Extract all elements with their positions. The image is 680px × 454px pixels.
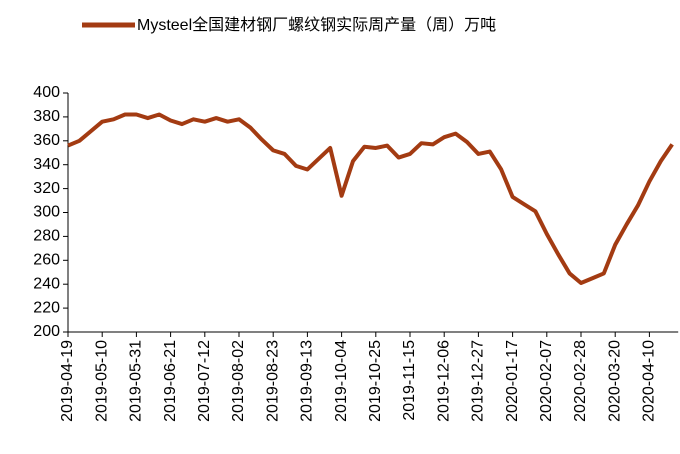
x-tick-label: 2019-12-27 bbox=[470, 340, 487, 422]
y-tick-label: 200 bbox=[33, 323, 60, 340]
x-tick-label: 2020-04-10 bbox=[641, 340, 658, 422]
x-tick-label: 2019-09-13 bbox=[299, 340, 316, 422]
y-tick-label: 320 bbox=[33, 180, 60, 197]
y-tick-label: 240 bbox=[33, 275, 60, 292]
line bbox=[67, 112, 674, 286]
y-tick-label: 220 bbox=[33, 299, 60, 316]
y-tick-label: 340 bbox=[33, 156, 60, 173]
y-tick-label: 360 bbox=[33, 132, 60, 149]
x-tick-label: 2020-03-20 bbox=[606, 340, 623, 422]
x-tick-label: 2020-02-28 bbox=[572, 340, 589, 422]
x-tick-label: 2019-05-31 bbox=[128, 340, 145, 422]
x-tick-label: 2019-12-06 bbox=[435, 340, 452, 422]
x-tick-label: 2019-08-02 bbox=[230, 340, 247, 422]
x-tick-label: 2019-11-15 bbox=[401, 340, 418, 421]
x-tick-label: 2019-06-21 bbox=[162, 340, 179, 422]
y-tick-label: 380 bbox=[33, 108, 60, 125]
legend-label: Mysteel全国建材钢厂螺纹钢实际周产量（周）万吨 bbox=[137, 16, 496, 34]
y-tick-label: 260 bbox=[33, 252, 60, 269]
y-tick-label: 400 bbox=[33, 84, 60, 101]
x-tick-label: 2019-08-23 bbox=[264, 340, 281, 422]
x-tick-label: 2020-02-07 bbox=[538, 340, 555, 422]
x-tick-label: 2019-07-12 bbox=[196, 340, 213, 422]
y-tick-label: 300 bbox=[33, 204, 60, 221]
y-tick-label: 280 bbox=[33, 228, 60, 245]
x-tick-label: 2019-10-04 bbox=[333, 340, 350, 422]
x-tick-label: 2019-04-19 bbox=[59, 340, 76, 422]
x-tick-label: 2019-05-10 bbox=[93, 340, 110, 422]
x-tick-label: 2020-01-17 bbox=[504, 340, 521, 422]
x-tick-label: 2019-10-25 bbox=[367, 340, 384, 422]
